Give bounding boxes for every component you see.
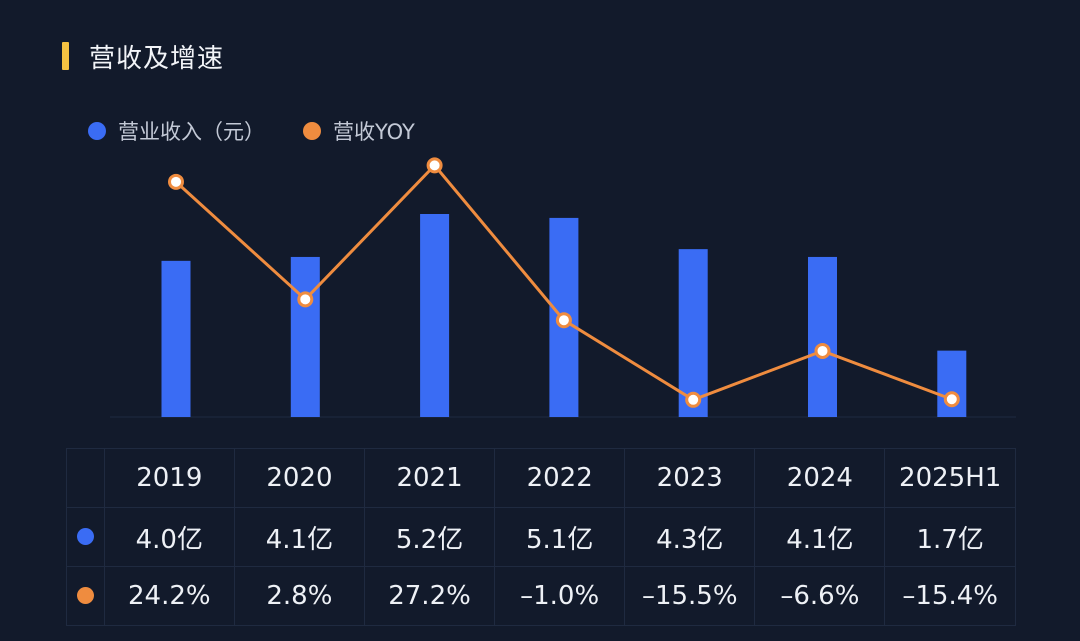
yoy-point — [168, 173, 184, 190]
table-corner-cell — [66, 448, 105, 508]
table-year-cell: 2019 — [103, 448, 235, 508]
table-revenue-cell: 1.7亿 — [884, 507, 1016, 567]
yoy-point — [685, 391, 702, 408]
revenue-bar — [678, 249, 708, 417]
revenue-bar — [290, 256, 320, 417]
revenue-bar — [808, 256, 837, 417]
table-year-cell: 2020 — [233, 448, 365, 508]
table-yoy-cell: –15.4% — [884, 566, 1016, 626]
yoy-point — [426, 157, 443, 174]
table-yoy-cell: 2.8% — [233, 566, 365, 626]
table-yoy-cell: 27.2% — [363, 566, 496, 626]
title-accent-bar — [62, 42, 69, 70]
legend-item-revenue[interactable]: 营业收入（元） — [88, 116, 265, 146]
table-year-cell: 2025H1 — [884, 448, 1016, 508]
table-yoy-cell: –6.6% — [754, 566, 886, 626]
yoy-point — [943, 391, 960, 408]
chart-plot-area — [110, 157, 1016, 418]
table-yoy-cell: 24.2% — [103, 566, 235, 626]
legend-yoy-dot-icon — [303, 122, 321, 140]
table-revenue-cell: 4.3亿 — [624, 507, 756, 567]
yoy-dot-icon — [76, 587, 94, 604]
table-row-yoy: 24.2% 2.8% 27.2% –1.0% –15.5% –6.6% –15.… — [66, 566, 1016, 626]
table-revenue-cell: 4.0亿 — [103, 507, 235, 567]
table-yoy-dot-cell — [66, 566, 105, 626]
yoy-point-series — [168, 157, 960, 408]
legend-revenue-dot-icon — [88, 122, 106, 140]
table-year-cell: 2023 — [624, 448, 756, 508]
revenue-bar — [420, 214, 450, 417]
table-revenue-cell: 4.1亿 — [233, 507, 365, 567]
table-yoy-cell: –15.5% — [624, 566, 756, 626]
chart-title: 营收及增速 — [89, 43, 225, 74]
table-year-cell: 2022 — [494, 448, 626, 508]
table-yoy-cell: –1.0% — [494, 566, 626, 626]
yoy-point — [297, 291, 314, 308]
table-revenue-cell: 5.2亿 — [363, 507, 496, 567]
legend-yoy-label: 营收YOY — [333, 120, 415, 144]
bar-series — [161, 214, 967, 417]
table-year-cell: 2024 — [754, 448, 886, 508]
revenue-bar — [161, 260, 191, 417]
legend-revenue-label: 营业收入（元） — [118, 120, 265, 144]
table-revenue-dot-cell — [66, 507, 105, 567]
legend-item-yoy[interactable]: 营收YOY — [303, 116, 415, 146]
yoy-point — [814, 342, 831, 359]
table-row-years: 2019 2020 2021 2022 2023 2024 2025H1 — [66, 448, 1016, 508]
table-row-revenue: 4.0亿 4.1亿 5.2亿 5.1亿 4.3亿 4.1亿 1.7亿 — [66, 507, 1016, 567]
legend: 营业收入（元） 营收YOY — [88, 116, 453, 146]
table-revenue-cell: 4.1亿 — [754, 507, 886, 567]
yoy-point — [555, 312, 572, 329]
table-revenue-cell: 5.1亿 — [494, 507, 626, 567]
chart-header: 营收及增速 — [62, 38, 224, 74]
table-year-cell: 2021 — [363, 448, 496, 508]
revenue-dot-icon — [76, 528, 94, 545]
data-table: 2019 2020 2021 2022 2023 2024 2025H1 4.0… — [66, 448, 1016, 626]
